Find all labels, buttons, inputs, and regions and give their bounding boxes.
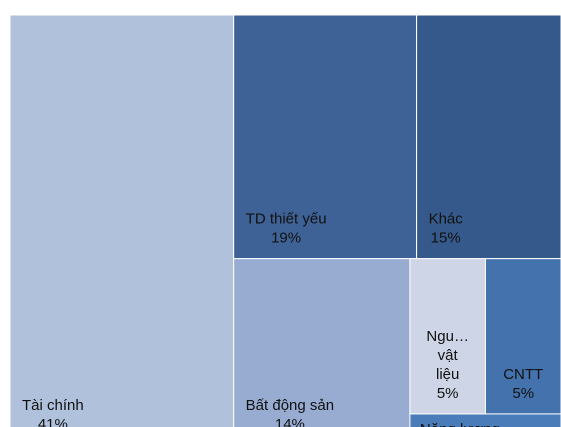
cell-label: Khác bbox=[429, 211, 464, 228]
treemap-cell bbox=[409, 413, 561, 427]
treemap-cell bbox=[233, 258, 411, 427]
cell-value: 41% bbox=[38, 416, 68, 427]
treemap-cell bbox=[409, 258, 486, 415]
cell-label: Ngu… vật liệu bbox=[426, 328, 469, 383]
cell-value: 5% bbox=[512, 385, 534, 402]
cell-value: 15% bbox=[431, 230, 461, 247]
cell-label: CNTT bbox=[503, 366, 543, 383]
cell-value: 5% bbox=[437, 385, 459, 402]
treemap-cell bbox=[233, 14, 418, 260]
cell-label: Năng lượng bbox=[420, 421, 500, 427]
cell-label: Tài chính bbox=[22, 397, 84, 414]
cell-label: Bất động sản bbox=[246, 397, 334, 414]
cell-value: 19% bbox=[271, 230, 301, 247]
cell-value: 14% bbox=[275, 416, 305, 427]
treemap-cell bbox=[416, 14, 561, 260]
treemap-cell bbox=[484, 258, 561, 415]
treemap-cell bbox=[9, 14, 235, 427]
cell-label: TD thiết yếu bbox=[246, 211, 327, 228]
